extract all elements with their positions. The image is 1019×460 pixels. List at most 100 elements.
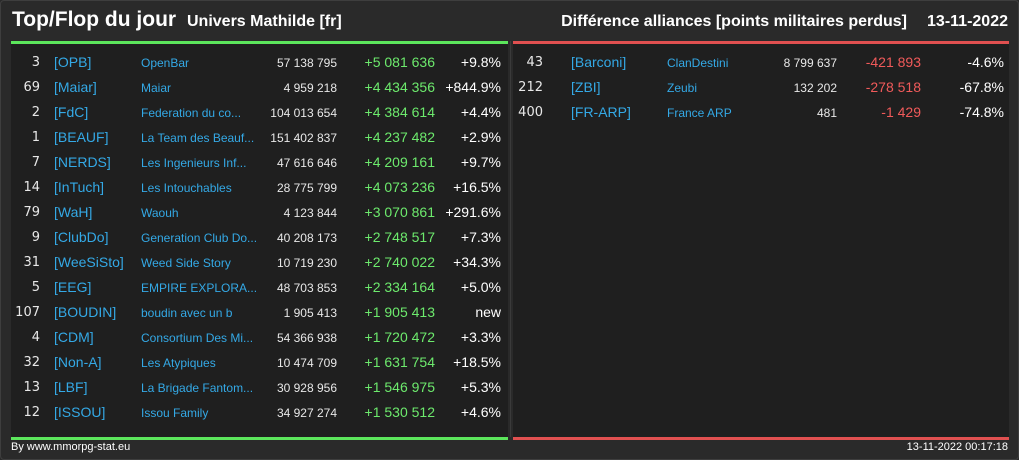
percent-change: +18.5%: [453, 354, 501, 370]
footer-timestamp: 13-11-2022 00:17:18: [906, 441, 1008, 453]
alliance-name-link[interactable]: La Team des Beauf...: [141, 131, 255, 145]
alliance-tag-link[interactable]: [InTuch]: [54, 179, 105, 195]
alliance-points: 10 474 709: [276, 356, 337, 370]
alliance-rank: 12: [23, 405, 40, 420]
list-item: 9 [ClubDo] Generation Club Do... 40 208 173…: [11, 227, 508, 252]
list-item: 69 [Maiar] Maiar 4 959 218 +4 434 356 +844.9%: [11, 77, 508, 102]
alliance-rank: 13: [23, 380, 40, 395]
alliance-name-link[interactable]: Les Atypiques: [141, 356, 216, 370]
header: Top/Flop du jour Univers Mathilde [fr] D…: [1, 1, 1018, 41]
alliance-tag-link[interactable]: [Maiar]: [54, 79, 97, 95]
list-item: 400 [FR-ARP] France ARP 481 -1 429 -74.8%: [513, 102, 1009, 127]
points-difference: +1 546 975: [364, 379, 435, 395]
list-item: 12 [ISSOU] Issou Family 34 927 274 +1 530 51…: [11, 402, 508, 427]
points-difference: +4 073 236: [364, 179, 435, 195]
alliance-name-link[interactable]: France ARP: [667, 106, 732, 120]
universe-subtitle: Univers Mathilde [fr]: [187, 13, 342, 30]
panel-divider: [510, 41, 511, 437]
alliance-tag-link[interactable]: [BOUDIN]: [54, 304, 117, 320]
list-item: 32 [Non-A] Les Atypiques 10 474 709 +1 631 7…: [11, 352, 508, 377]
alliance-name-link[interactable]: ClanDestini: [667, 56, 729, 70]
alliance-name-link[interactable]: Generation Club Do...: [141, 231, 258, 245]
percent-change: +5.3%: [460, 379, 501, 395]
alliance-rank: 32: [23, 355, 40, 370]
alliance-tag-link[interactable]: [OPB]: [54, 54, 92, 70]
list-item: 13 [LBF] La Brigade Fantom... 30 928 956 +1 …: [11, 377, 508, 402]
percent-change: +291.6%: [445, 204, 501, 220]
alliance-points: 104 013 654: [270, 106, 337, 120]
points-difference: +1 631 754: [364, 354, 435, 370]
alliance-points: 151 402 837: [270, 131, 337, 145]
alliance-tag-link[interactable]: [NERDS]: [54, 154, 111, 170]
list-item: 4 [CDM] Consortium Des Mi... 54 366 938 +1 7…: [11, 327, 508, 352]
alliance-name-link[interactable]: Zeubi: [667, 81, 698, 95]
points-difference: -278 518: [865, 79, 921, 95]
percent-change: +844.9%: [445, 79, 501, 95]
alliance-points: 481: [816, 106, 837, 120]
percent-change: +4.6%: [460, 404, 501, 420]
alliance-rank: 400: [518, 105, 543, 120]
alliance-tag-link[interactable]: [EEG]: [54, 279, 92, 295]
points-difference: +2 740 022: [364, 254, 435, 270]
alliance-rank: 7: [31, 155, 40, 170]
alliance-tag-link[interactable]: [ClubDo]: [54, 229, 109, 245]
percent-change: -67.8%: [959, 79, 1004, 95]
alliance-name-link[interactable]: Les Intouchables: [141, 181, 232, 195]
percent-change: -74.8%: [959, 104, 1004, 120]
alliance-rank: 3: [31, 55, 40, 70]
footer-credit: By www.mmorpg-stat.eu: [11, 441, 131, 453]
points-difference: +2 334 164: [364, 279, 435, 295]
alliance-tag-link[interactable]: [CDM]: [54, 329, 94, 345]
alliance-name-link[interactable]: boudin avec un b: [141, 306, 233, 320]
points-difference: +4 237 482: [364, 129, 435, 145]
points-difference: +4 209 161: [364, 154, 435, 170]
alliance-name-link[interactable]: Les Ingenieurs Inf...: [141, 156, 247, 170]
alliance-tag-link[interactable]: [ISSOU]: [54, 404, 106, 420]
percent-change: -4.6%: [967, 54, 1004, 70]
points-difference: +4 434 356: [364, 79, 435, 95]
points-difference: +2 748 517: [364, 229, 435, 245]
alliance-rank: 79: [23, 205, 40, 220]
percent-change: +9.8%: [460, 54, 501, 70]
alliance-name-link[interactable]: OpenBar: [141, 56, 190, 70]
list-item: 43 [Barconi] ClanDestini 8 799 637 -421 893 -…: [513, 52, 1009, 77]
alliance-name-link[interactable]: Waouh: [141, 206, 179, 220]
points-difference: +3 070 861: [364, 204, 435, 220]
alliance-rank: 2: [31, 105, 40, 120]
alliance-tag-link[interactable]: [FdC]: [54, 104, 89, 120]
alliance-points: 34 927 274: [276, 406, 337, 420]
alliance-tag-link[interactable]: [WaH]: [54, 204, 93, 220]
alliance-tag-link[interactable]: [Non-A]: [54, 354, 102, 370]
alliance-tag-link[interactable]: [FR-ARP]: [571, 104, 631, 120]
alliance-rank: 4: [31, 330, 40, 345]
alliance-name-link[interactable]: Maiar: [141, 81, 172, 95]
alliance-tag-link[interactable]: [BEAUF]: [54, 129, 109, 145]
list-item: 1 [BEAUF] La Team des Beauf... 151 402 837 +…: [11, 127, 508, 152]
alliance-name-link[interactable]: Issou Family: [141, 406, 209, 420]
alliance-rank: 107: [15, 305, 40, 320]
alliance-name-link[interactable]: Weed Side Story: [141, 256, 231, 270]
alliance-tag-link[interactable]: [Barconi]: [571, 54, 627, 70]
header-date: 13-11-2022: [927, 13, 1008, 30]
alliance-points: 4 959 218: [283, 81, 337, 95]
alliance-name-link[interactable]: Consortium Des Mi...: [141, 331, 254, 345]
percent-change: +2.9%: [460, 129, 501, 145]
list-item: 212 [ZBI] Zeubi 132 202 -278 518 -67.8%: [513, 77, 1009, 102]
list-item: 5 [EEG] EMPIRE EXPLORA... 48 703 853 +2 334 …: [11, 277, 508, 302]
percent-change: +34.3%: [453, 254, 501, 270]
list-item: 3 [OPB] OpenBar 57 138 795 +5 081 636 +9.8%: [11, 52, 508, 77]
alliance-tag-link[interactable]: [ZBI]: [571, 79, 601, 95]
alliance-tag-link[interactable]: [WeeSiSto]: [54, 254, 124, 270]
percent-change: +3.3%: [460, 329, 501, 345]
alliance-name-link[interactable]: Federation du co...: [141, 106, 242, 120]
percent-change: +5.0%: [460, 279, 501, 295]
top-panel: 3 [OPB] OpenBar 57 138 795 +5 081 636 +9.8% 69…: [11, 41, 508, 440]
alliance-tag-link[interactable]: [LBF]: [54, 379, 88, 395]
alliance-name-link[interactable]: EMPIRE EXPLORA...: [141, 281, 258, 295]
ranking-type-title: Différence alliances [points militaires …: [561, 13, 907, 30]
points-difference: +1 530 512: [364, 404, 435, 420]
alliance-points: 54 366 938: [276, 331, 337, 345]
top-list: 3 [OPB] OpenBar 57 138 795 +5 081 636 +9.8% 69…: [11, 52, 508, 427]
alliance-name-link[interactable]: La Brigade Fantom...: [141, 381, 254, 395]
